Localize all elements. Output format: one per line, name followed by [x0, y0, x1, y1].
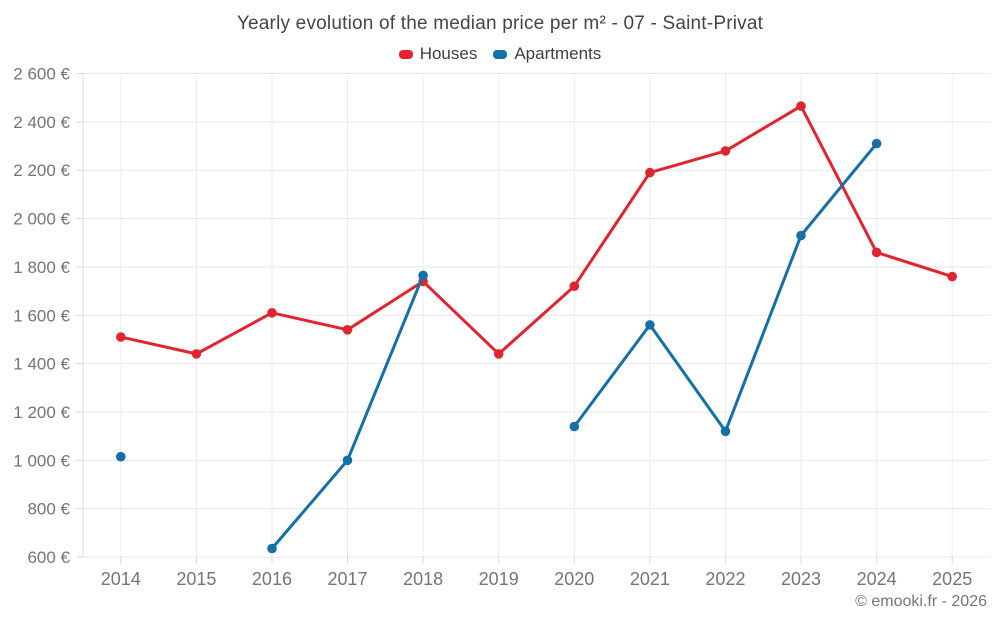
y-tick-label-1800: 1 800 € [13, 258, 70, 277]
y-tick-label-600: 600 € [27, 548, 70, 567]
x-tick-label-2022: 2022 [705, 569, 745, 589]
legend-swatch-houses-icon [398, 49, 413, 59]
point-apartments-2022[interactable] [720, 426, 731, 437]
legend: Houses Apartments [0, 43, 1000, 65]
footer-credit: © emooki.fr - 2026 [855, 593, 987, 610]
point-houses-2017[interactable] [342, 325, 353, 335]
point-apartments-2017[interactable] [342, 455, 353, 466]
legend-label-houses: Houses [419, 44, 478, 63]
x-tick-label-2023: 2023 [781, 569, 821, 589]
y-tick-label-1200: 1 200 € [13, 403, 70, 422]
point-houses-2014[interactable] [116, 332, 126, 342]
point-houses-2022[interactable] [720, 146, 731, 156]
point-apartments-2021[interactable] [645, 320, 655, 330]
point-apartments-2018[interactable] [418, 270, 428, 281]
x-tick-label-2024: 2024 [857, 569, 897, 589]
x-tick-label-2015: 2015 [176, 569, 216, 589]
legend-item-houses[interactable]: Houses [398, 44, 478, 64]
x-tick-label-2014: 2014 [101, 569, 141, 589]
y-tick-label-2600: 2 600 € [13, 65, 70, 84]
y-tick-label-800: 800 € [27, 500, 70, 519]
y-tick-label-1600: 1 600 € [13, 306, 70, 325]
point-houses-2016[interactable] [267, 308, 277, 318]
point-apartments-2016[interactable] [267, 543, 277, 554]
y-tick-label-1400: 1 400 € [13, 355, 70, 374]
point-apartments-2023[interactable] [796, 230, 806, 241]
series-line-houses [119, 104, 954, 356]
x-tick-label-2016: 2016 [252, 569, 292, 589]
point-apartments-2020[interactable] [569, 421, 580, 432]
legend-swatch-apartments-icon [493, 49, 508, 59]
x-tick-label-2018: 2018 [403, 569, 443, 589]
y-tick-label-2000: 2 000 € [13, 210, 70, 229]
x-tick-label-2019: 2019 [479, 569, 519, 589]
x-tick-label-2025: 2025 [932, 569, 972, 589]
point-houses-2019[interactable] [493, 349, 504, 359]
x-tick-label-2017: 2017 [328, 569, 368, 589]
legend-item-apartments[interactable]: Apartments [493, 44, 601, 64]
x-tick-label-2021: 2021 [630, 569, 670, 589]
point-houses-2023[interactable] [796, 101, 806, 111]
y-tick-label-2400: 2 400 € [13, 113, 70, 132]
point-apartments-2024[interactable] [871, 138, 882, 149]
chart-title: Yearly evolution of the median price per… [236, 13, 764, 34]
point-houses-2021[interactable] [645, 167, 655, 178]
point-houses-2024[interactable] [871, 247, 882, 258]
point-apartments-2014[interactable] [116, 451, 126, 462]
x-tick-label-2020: 2020 [554, 569, 594, 589]
point-houses-2020[interactable] [569, 281, 580, 292]
legend-label-apartments: Apartments [514, 44, 602, 63]
point-houses-2025[interactable] [947, 271, 957, 282]
y-tick-label-2200: 2 200 € [13, 161, 70, 180]
y-tick-label-1000: 1 000 € [13, 451, 70, 470]
point-houses-2015[interactable] [191, 349, 202, 359]
